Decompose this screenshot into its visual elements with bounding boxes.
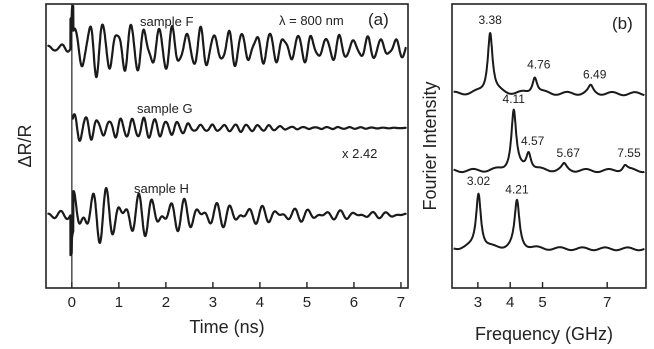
peak-label: 4.11 — [503, 92, 526, 106]
peak-label: 6.49 — [583, 67, 607, 81]
b-x-tick-label: 7 — [603, 294, 611, 311]
panel-a-label: (a) — [368, 10, 389, 29]
spectrum-sample-f — [452, 32, 646, 97]
panel-b-y-axis-label: Fourier Intensity — [420, 81, 440, 210]
a-x-tick-label: 5 — [303, 294, 311, 311]
peak-label: 4.57 — [521, 134, 545, 148]
peak-label: 3.02 — [467, 174, 491, 188]
b-x-tick-label: 3 — [474, 294, 482, 311]
series-label-sample-g: sample G — [137, 101, 193, 116]
a-x-tick-label: 3 — [209, 294, 217, 311]
panel-b-label: (b) — [612, 14, 633, 33]
peak-label: 5.67 — [557, 146, 581, 160]
trace-sample-g — [71, 113, 407, 142]
b-x-tick-label: 5 — [538, 294, 546, 311]
panel-b-x-axis-label: Frequency (GHz) — [475, 324, 613, 344]
wavelength-annotation: λ = 800 nm — [279, 13, 344, 28]
panel-a-y-axis-label: ΔR/R — [15, 124, 35, 167]
spectrum-sample-h — [452, 192, 646, 252]
peak-label: 4.76 — [527, 57, 551, 71]
panel-a-x-axis-label: Time (ns) — [189, 317, 264, 337]
scale-factor-label: x 2.42 — [342, 146, 377, 161]
trace-sample-f — [47, 4, 407, 79]
panel-a-traces — [47, 4, 407, 257]
a-x-tick-label: 7 — [397, 294, 405, 311]
a-x-tick-label: 4 — [256, 294, 264, 311]
panel-a-frame — [45, 3, 409, 289]
panel-b-frame — [451, 3, 647, 289]
panel-b-peak-labels: 3.38 4.76 6.49 4.11 4.57 5.67 7.55 3.02 4.21 — [467, 13, 641, 197]
a-x-tick-label: 0 — [68, 294, 76, 311]
peak-label: 7.55 — [617, 146, 641, 160]
a-x-tick-label: 6 — [350, 294, 358, 311]
panel-b-x-ticks: 3 4 5 7 — [474, 282, 611, 311]
peak-label: 3.38 — [478, 13, 502, 27]
b-x-tick-label: 4 — [506, 294, 514, 311]
panel-b-spectra — [452, 32, 646, 252]
peak-label: 4.21 — [505, 182, 529, 196]
a-x-tick-label: 2 — [162, 294, 170, 311]
series-label-sample-f: sample F — [140, 14, 194, 29]
a-x-tick-label: 1 — [115, 294, 123, 311]
trace-sample-h — [47, 187, 407, 257]
series-label-sample-h: sample H — [134, 181, 189, 196]
spectrum-sample-g — [452, 108, 646, 174]
